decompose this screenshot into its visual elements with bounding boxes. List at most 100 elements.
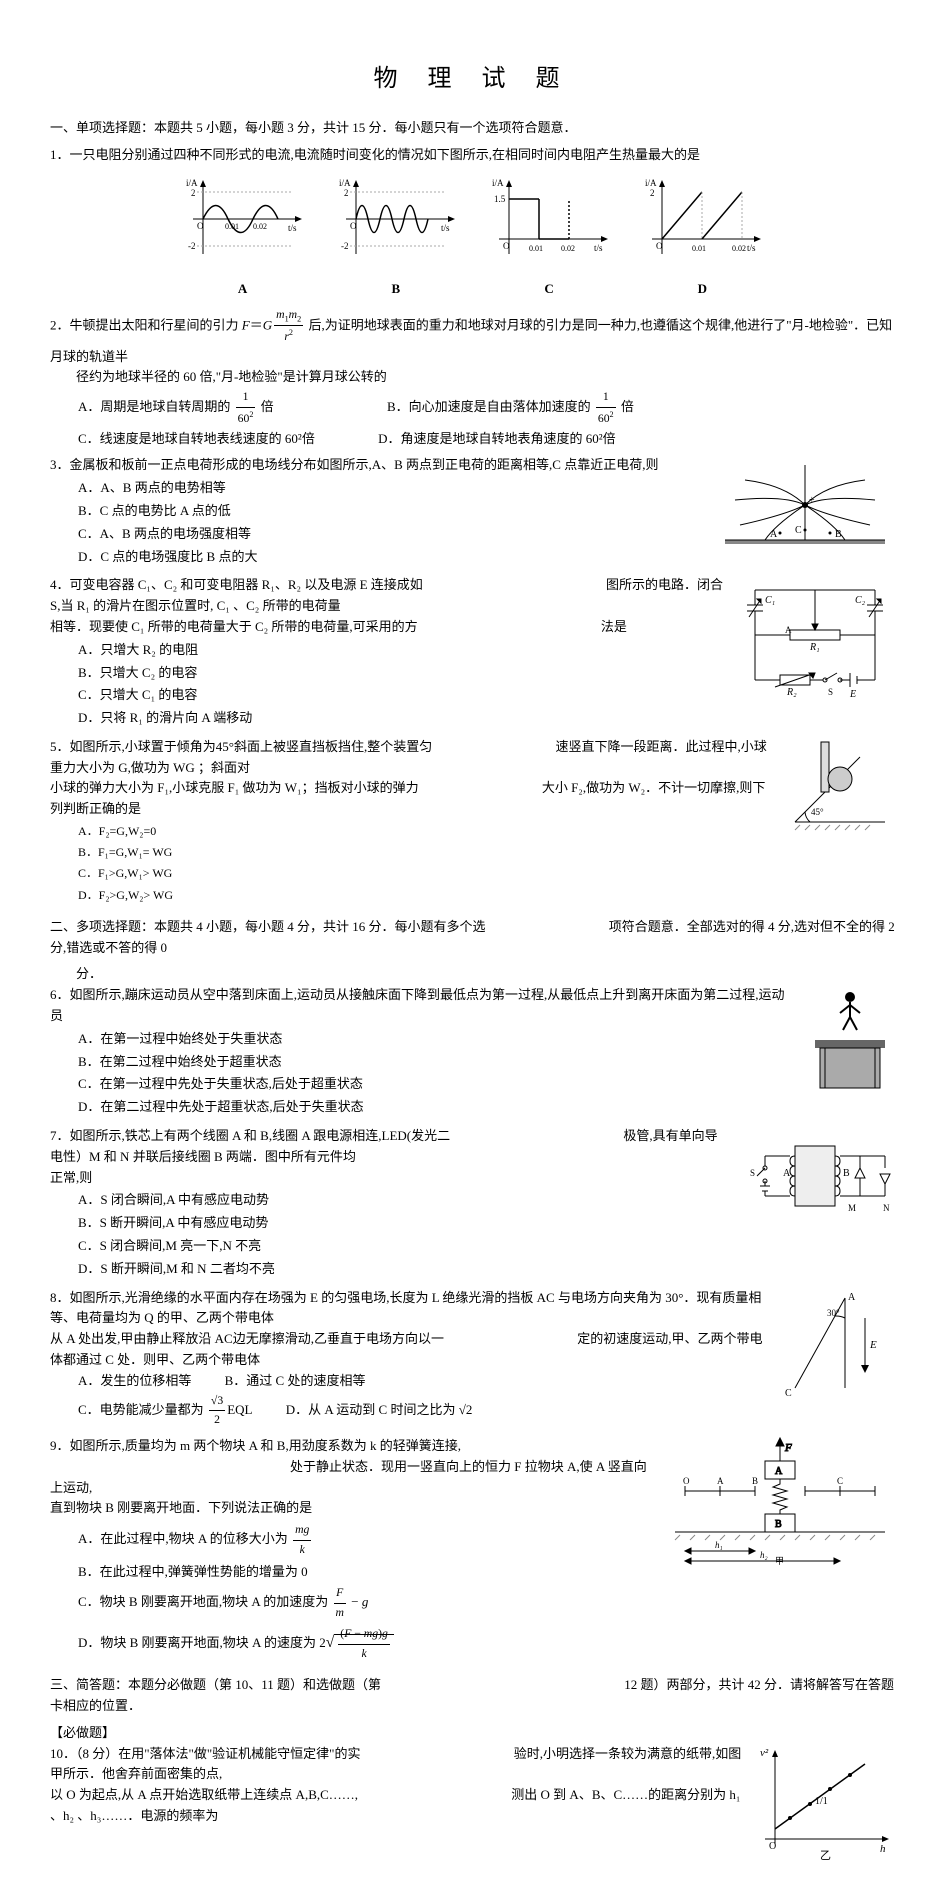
q6-figure (805, 985, 895, 1095)
svg-text:O: O (503, 241, 510, 251)
q4-text: 4．可变电容器 C₁、C₂ 和可变电阻器 R₁、R₂ 以及电源 E 连接成如 (50, 577, 423, 592)
q8-text: 8．如图所示,光滑绝缘的水平面内存在场强为 E 的匀强电场,长度为 L 绝缘光滑… (50, 1288, 895, 1330)
svg-text:M: M (848, 1203, 856, 1213)
q10-text3: 以 O 为起点,从 A 点开始选取纸带上连续点 A,B,C……, (50, 1787, 358, 1802)
q9-text2: 处于静止状态．现用一竖直向上的恒力 F 拉物块 A,使 A 竖直向上运动, (50, 1459, 647, 1495)
q8-opt-b: B．通过 C 处的速度相等 (225, 1371, 366, 1392)
q7-opt-d: D．S 断开瞬间,M 和 N 二者均不亮 (78, 1259, 895, 1280)
q8-figure: A 30° C E (775, 1288, 895, 1403)
svg-text:+: + (809, 495, 815, 506)
q9-opt-c: C．物块 B 刚要离开地面,物块 A 的加速度为 Fm − g (78, 1584, 895, 1622)
page-title: 物 理 试 题 (50, 60, 895, 98)
q2-opt-c: C．线速度是地球自转地表线速度的 60²倍 (78, 429, 315, 450)
svg-text:i/A: i/A (645, 178, 657, 188)
must-do: 【必做题】 (50, 1723, 895, 1744)
svg-text:E: E (849, 689, 856, 700)
svg-text:O: O (683, 1476, 690, 1486)
svg-text:v²: v² (760, 1747, 769, 1759)
q3-figure: + A B C (715, 455, 895, 555)
question-5: 45° 5．如图所示,小球置于倾角为45°斜面上被竖直挡板挡住,整个装置匀 速竖… (50, 737, 895, 907)
q4-figure: C₁ C₂ R₁ A R₂ S E (735, 575, 895, 705)
q5-text: 5．如图所示,小球置于倾角为45°斜面上被竖直挡板挡住,整个装置匀 (50, 739, 432, 754)
q7-text: 7．如图所示,铁芯上有两个线圈 A 和 B,线圈 A 跟电源相连,LED(发光二 (50, 1128, 450, 1143)
svg-text:R₁: R₁ (809, 642, 820, 653)
svg-text:C: C (837, 1476, 843, 1486)
q9-opt-d: D．物块 B 刚要离开地面,物块 A 的速度为 2√(F − mg)gk (78, 1625, 895, 1663)
svg-text:2: 2 (344, 188, 349, 198)
svg-text:0.01: 0.01 (529, 244, 543, 253)
question-3: + A B C 3．金属板和板前一正点电荷形成的电场线分布如图所示,A、B 两点… (50, 455, 895, 569)
svg-text:t/s: t/s (747, 243, 756, 253)
svg-text:B: B (843, 1168, 850, 1179)
q1-text: 1．一只电阻分别通过四种不同形式的电流,电流随时间变化的情况如下图所示,在相同时… (50, 145, 895, 166)
q10-text: 10．（8 分）在用"落体法"做"验证机械能守恒定律"的实 (50, 1746, 360, 1761)
q6-opt-c: C．在第一过程中先处于失重状态,后处于超重状态 (78, 1074, 895, 1095)
svg-text:O: O (197, 221, 204, 231)
svg-text:A: A (770, 529, 778, 540)
svg-text:B: B (835, 529, 842, 540)
q2-text: 2．牛顿提出太阳和行星间的引力 (50, 317, 242, 332)
svg-text:O: O (350, 221, 357, 231)
q1-graphs: i/A t/s 2 -2 0.01 0.02 O i/A t/s 2 -2 O (50, 174, 895, 271)
svg-text:A: A (775, 1466, 783, 1477)
svg-text:0.01: 0.01 (692, 244, 706, 253)
svg-text:C: C (795, 525, 802, 536)
svg-text:S: S (750, 1168, 755, 1178)
q8-opt-d: D．从 A 运动到 C 时间之比为 √2 (286, 1400, 473, 1421)
q9-figure: F A B (665, 1436, 895, 1566)
q2-opt-a: A．周期是地球自转周期的 1602 倍 (78, 388, 274, 428)
graph-b: i/A t/s 2 -2 O (336, 174, 456, 264)
svg-text:A: A (717, 1476, 724, 1486)
svg-text:B: B (752, 1476, 758, 1486)
svg-text:h₂: h₂ (760, 1550, 768, 1560)
q2-text3: 径约为地球半径的 60 倍,"月-地检验"是计算月球公转的 (50, 367, 895, 388)
q9-text: 9．如图所示,质量均为 m 两个物块 A 和 B,用劲度系数为 k 的轻弹簧连接… (50, 1438, 461, 1453)
svg-text:甲: 甲 (775, 1556, 784, 1566)
svg-text:R₂: R₂ (786, 687, 797, 698)
svg-text:45°: 45° (811, 807, 824, 817)
q4-text4: 法是 (601, 619, 627, 634)
q2-opt-d: D．角速度是地球自转地表角速度的 60²倍 (378, 429, 616, 450)
svg-text:t/s: t/s (441, 223, 450, 233)
svg-text:2: 2 (191, 188, 196, 198)
svg-text:h: h (880, 1843, 886, 1855)
q5-opt-d: D．F₂>G,W₂> WG (78, 886, 895, 905)
svg-text:0.02: 0.02 (561, 244, 575, 253)
question-4: C₁ C₂ R₁ A R₂ S E 4．可变电容器 C₁、C₂ 和可变电阻器 R… (50, 575, 895, 731)
svg-text:h₁: h₁ (715, 1540, 723, 1550)
q5-opt-a: A．F₂=G,W₂=0 (78, 822, 895, 841)
q5-text3: 小球的弹力大小为 F₁,小球克服 F₁ 做功为 W₁；挡板对小球的弹力 (50, 780, 419, 795)
svg-text:0.01: 0.01 (225, 222, 239, 231)
question-1: 1．一只电阻分别通过四种不同形式的电流,电流随时间变化的情况如下图所示,在相同时… (50, 145, 895, 299)
svg-text:乙: 乙 (820, 1849, 831, 1862)
section1-heading: 一、单项选择题：本题共 5 小题，每小题 3 分，共计 15 分．每小题只有一个… (50, 118, 895, 139)
q1-labels: A B C D (50, 279, 895, 300)
svg-text:E: E (869, 1339, 877, 1351)
svg-text:i/A: i/A (339, 178, 351, 188)
section2-heading3: 分． (50, 964, 895, 985)
question-9: F A B (50, 1436, 895, 1665)
svg-text:O: O (656, 241, 663, 251)
question-2: 2．牛顿提出太阳和行星间的引力 F＝Gm1m2r2 后,为证明地球表面的重力和地… (50, 306, 895, 450)
svg-text:C: C (785, 1388, 792, 1399)
q8-opt-a: A．发生的位移相等 (78, 1371, 191, 1392)
svg-text:1.5: 1.5 (494, 194, 506, 204)
svg-text:F: F (784, 1442, 792, 1454)
graph-a: i/A t/s 2 -2 0.01 0.02 O (183, 174, 303, 264)
q8-text2: 从 A 处出发,甲由静止释放沿 AC边无摩擦滑动,乙垂直于电场方向以一 (50, 1331, 444, 1346)
svg-text:A: A (785, 625, 792, 635)
graph-d: i/A t/s 2 0.01 0.02 O (642, 174, 762, 264)
q4-opt-d: D．只将 R₁ 的滑片向 A 端移动 (78, 708, 895, 729)
svg-text:i/A: i/A (492, 178, 504, 188)
svg-text:30°: 30° (827, 1308, 840, 1318)
svg-text:i/A: i/A (186, 178, 198, 188)
svg-text:A: A (783, 1168, 791, 1179)
svg-text:B: B (775, 1519, 782, 1530)
section3-heading: 三、简答题：本题分必做题（第 10、11 题）和选做题（第 12 题）两部分，共… (50, 1675, 895, 1717)
q10-figure: v² h 1/1 O 乙 (755, 1744, 895, 1864)
question-8: A 30° C E 8．如图所示,光滑绝缘的水平面内存在场强为 E 的匀强电场,… (50, 1288, 895, 1430)
q5-opt-c: C．F₁>G,W₁> WG (78, 864, 895, 883)
svg-text:N: N (883, 1203, 890, 1213)
q7-opt-c: C．S 闭合瞬间,M 亮一下,N 不亮 (78, 1236, 895, 1257)
q6-opt-b: B．在第二过程中始终处于超重状态 (78, 1052, 895, 1073)
